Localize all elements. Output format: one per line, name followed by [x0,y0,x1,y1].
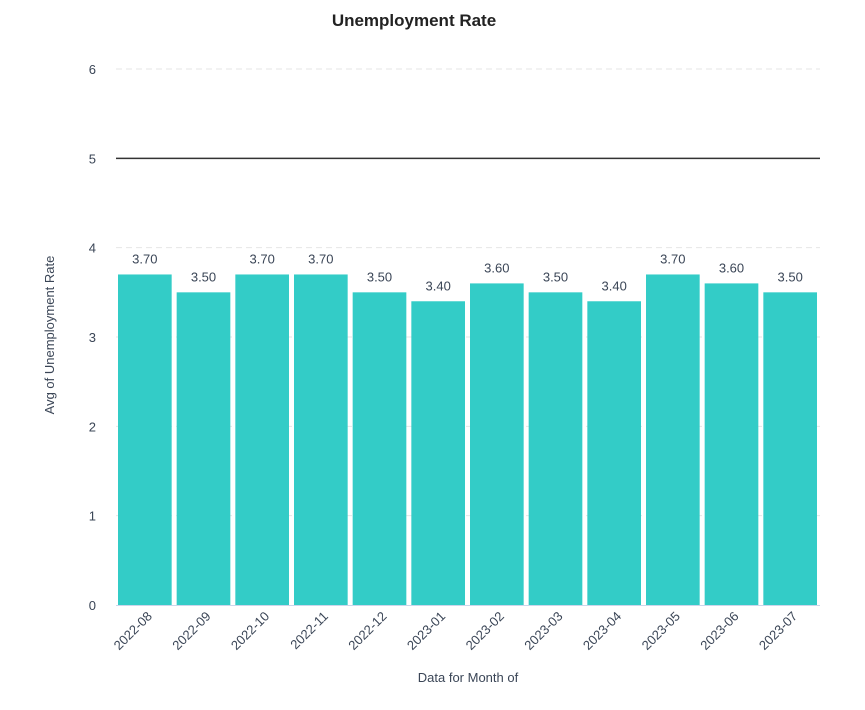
x-tick-label: 2023-01 [404,609,448,653]
bar [294,274,348,605]
data-label: 3.70 [308,251,333,266]
x-tick-label: 2023-06 [697,609,741,653]
y-tick-label: 5 [89,151,96,166]
data-label: 3.60 [484,260,509,275]
bar [704,283,759,605]
data-label: 3.50 [367,269,392,284]
x-tick-label: 2023-02 [463,609,507,653]
x-tick-label: 2022-12 [345,609,389,653]
data-label: 3.70 [660,251,685,266]
y-tick-label: 4 [89,241,96,256]
x-tick-label: 2022-11 [287,609,331,653]
y-tick-label: 0 [89,598,96,613]
x-axis-label: Data for Month of [418,670,519,685]
bar [528,292,583,605]
bar [118,274,172,605]
data-label: 3.60 [719,260,744,275]
data-label: 3.70 [250,251,275,266]
x-tick-label: 2023-05 [639,609,683,653]
bar [235,274,289,605]
bar [587,301,641,605]
y-tick-label: 3 [89,330,96,345]
chart-title: Unemployment Rate [332,11,496,30]
bar [176,292,231,605]
data-label: 3.50 [778,269,803,284]
x-tick-label: 2023-07 [756,609,800,653]
x-tick-label: 2022-09 [169,609,213,653]
bar [646,274,700,605]
bar [470,283,524,605]
data-label: 3.40 [602,278,627,293]
data-label: 3.40 [426,278,451,293]
y-tick-label: 1 [89,509,96,524]
y-tick-label: 6 [89,62,96,77]
bar [352,292,407,605]
x-tick-label: 2023-03 [521,609,565,653]
bar [763,292,817,605]
data-label: 3.50 [543,269,568,284]
bar [411,301,465,605]
y-tick-label: 2 [89,419,96,434]
x-tick-label: 2023-04 [580,609,624,653]
x-tick-label: 2022-10 [228,609,272,653]
data-label: 3.70 [132,251,157,266]
x-tick-label: 2022-08 [111,609,155,653]
data-label: 3.50 [191,269,216,284]
y-axis-label: Avg of Unemployment Rate [42,256,57,415]
